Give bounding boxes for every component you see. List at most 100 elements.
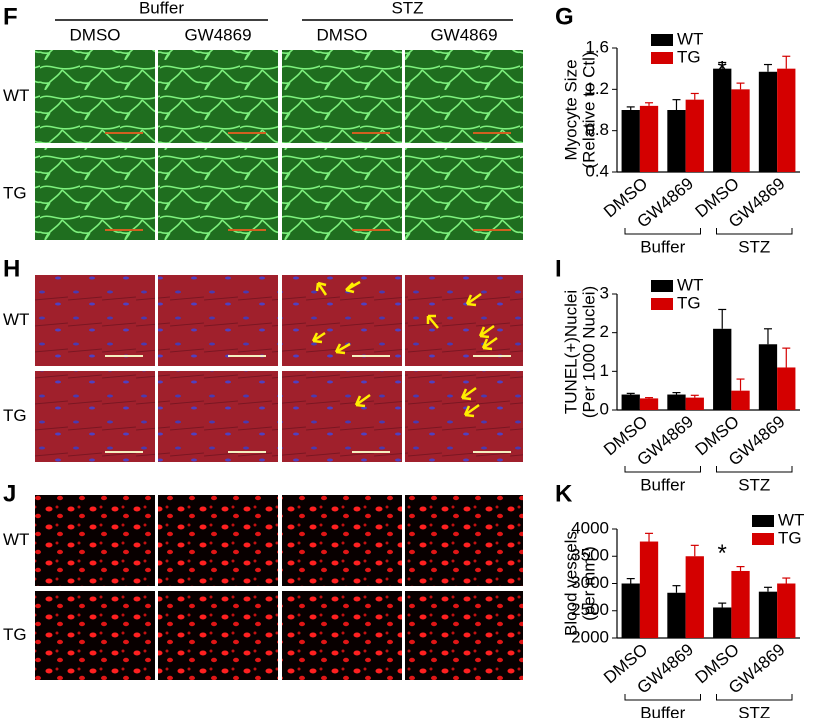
micrograph — [158, 591, 278, 680]
legend-swatch — [752, 533, 774, 545]
legend-swatch — [752, 515, 774, 527]
y-axis-label: TUNEL(+)Nuclei — [561, 290, 580, 414]
bar — [639, 541, 659, 638]
micrograph — [282, 50, 402, 143]
micrograph — [35, 371, 155, 462]
micrograph — [282, 275, 402, 366]
bar — [639, 105, 659, 172]
micrograph — [35, 495, 155, 586]
arrows — [311, 280, 498, 418]
row-label: WT — [3, 310, 29, 329]
bar — [758, 71, 778, 172]
panel-label: H — [3, 255, 20, 282]
group-bracket — [624, 466, 701, 473]
group-label: Buffer — [640, 703, 685, 718]
y-tick-label: 0.8 — [585, 120, 609, 139]
bar — [621, 110, 640, 172]
group-label: STZ — [391, 0, 423, 17]
y-axis-label: Myocyte Size — [561, 59, 580, 160]
legend-label: WT — [677, 29, 703, 48]
y-tick-label: 2500 — [571, 600, 609, 619]
y-tick-label: 1.2 — [585, 79, 609, 98]
annotation: * — [718, 352, 727, 379]
row-label: TG — [3, 625, 27, 644]
y-axis-label: (Per 1000 Nuclei) — [579, 286, 598, 418]
column-label: GW4869 — [430, 25, 497, 44]
y-tick-label: 0 — [600, 399, 609, 418]
micrograph — [405, 275, 523, 366]
micrograph — [158, 50, 278, 143]
bar — [685, 397, 704, 410]
y-tick-label: 1.6 — [585, 37, 609, 56]
group-bracket — [624, 228, 701, 235]
micrograph — [282, 591, 402, 680]
group-bracket — [716, 466, 793, 473]
row-label: WT — [3, 530, 29, 549]
micrograph — [405, 50, 523, 143]
group-bracket — [716, 228, 793, 235]
y-tick-label: 3500 — [571, 546, 609, 565]
bar — [713, 328, 732, 410]
legend-swatch — [651, 298, 673, 310]
group-label: Buffer — [640, 237, 685, 256]
micrograph — [35, 148, 155, 240]
y-tick-label: 2 — [600, 322, 609, 341]
row-label: WT — [3, 86, 29, 105]
y-tick-label: 1 — [600, 361, 609, 380]
micrograph — [282, 148, 402, 240]
micrograph — [35, 591, 155, 680]
legend-label: WT — [677, 275, 703, 294]
group-label: Buffer — [139, 0, 184, 17]
row-label: TG — [3, 406, 27, 425]
y-axis-label: (per mm²) — [579, 546, 598, 621]
y-tick-label: 4000 — [571, 518, 609, 537]
annotation: * — [718, 540, 727, 567]
bar — [758, 344, 778, 410]
bar — [777, 367, 796, 410]
panel-label: J — [3, 480, 16, 507]
micrograph — [158, 275, 278, 366]
micrograph — [35, 275, 155, 366]
micrograph — [405, 591, 523, 680]
bar — [667, 394, 686, 410]
y-tick-label: 3 — [600, 283, 609, 302]
legend-label: WT — [778, 510, 804, 529]
y-tick-label: 0.4 — [585, 161, 609, 180]
bar — [731, 390, 750, 410]
annotation: * — [718, 56, 727, 83]
y-tick-label: 2000 — [571, 627, 609, 646]
group-label: STZ — [738, 475, 770, 494]
group-label: Buffer — [640, 475, 685, 494]
bar — [777, 68, 796, 172]
micrograph — [158, 148, 278, 240]
bar — [777, 583, 796, 638]
micrograph — [158, 371, 278, 462]
bar — [713, 68, 732, 172]
legend-swatch — [651, 34, 673, 46]
bar — [621, 394, 640, 410]
micrograph — [35, 50, 155, 143]
panel-label: I — [555, 255, 562, 282]
panel-label: F — [3, 3, 18, 30]
micrograph — [405, 495, 523, 586]
bar — [639, 398, 659, 410]
legend-swatch — [651, 280, 673, 292]
bar — [731, 89, 750, 172]
panel-label: K — [555, 480, 573, 507]
legend-swatch — [651, 52, 673, 64]
bar — [758, 591, 778, 638]
panel-label: G — [555, 3, 574, 30]
bar — [667, 110, 686, 172]
y-axis-label: (Relative to Ctl) — [579, 51, 598, 168]
bar — [685, 556, 704, 638]
group-label: STZ — [738, 237, 770, 256]
legend-label: TG — [778, 528, 802, 547]
bar — [713, 607, 732, 638]
group-bracket — [716, 694, 793, 701]
micrograph — [158, 495, 278, 586]
y-tick-label: 3000 — [571, 573, 609, 592]
row-label: TG — [3, 183, 27, 202]
group-bracket — [624, 694, 701, 701]
bar — [621, 583, 640, 638]
